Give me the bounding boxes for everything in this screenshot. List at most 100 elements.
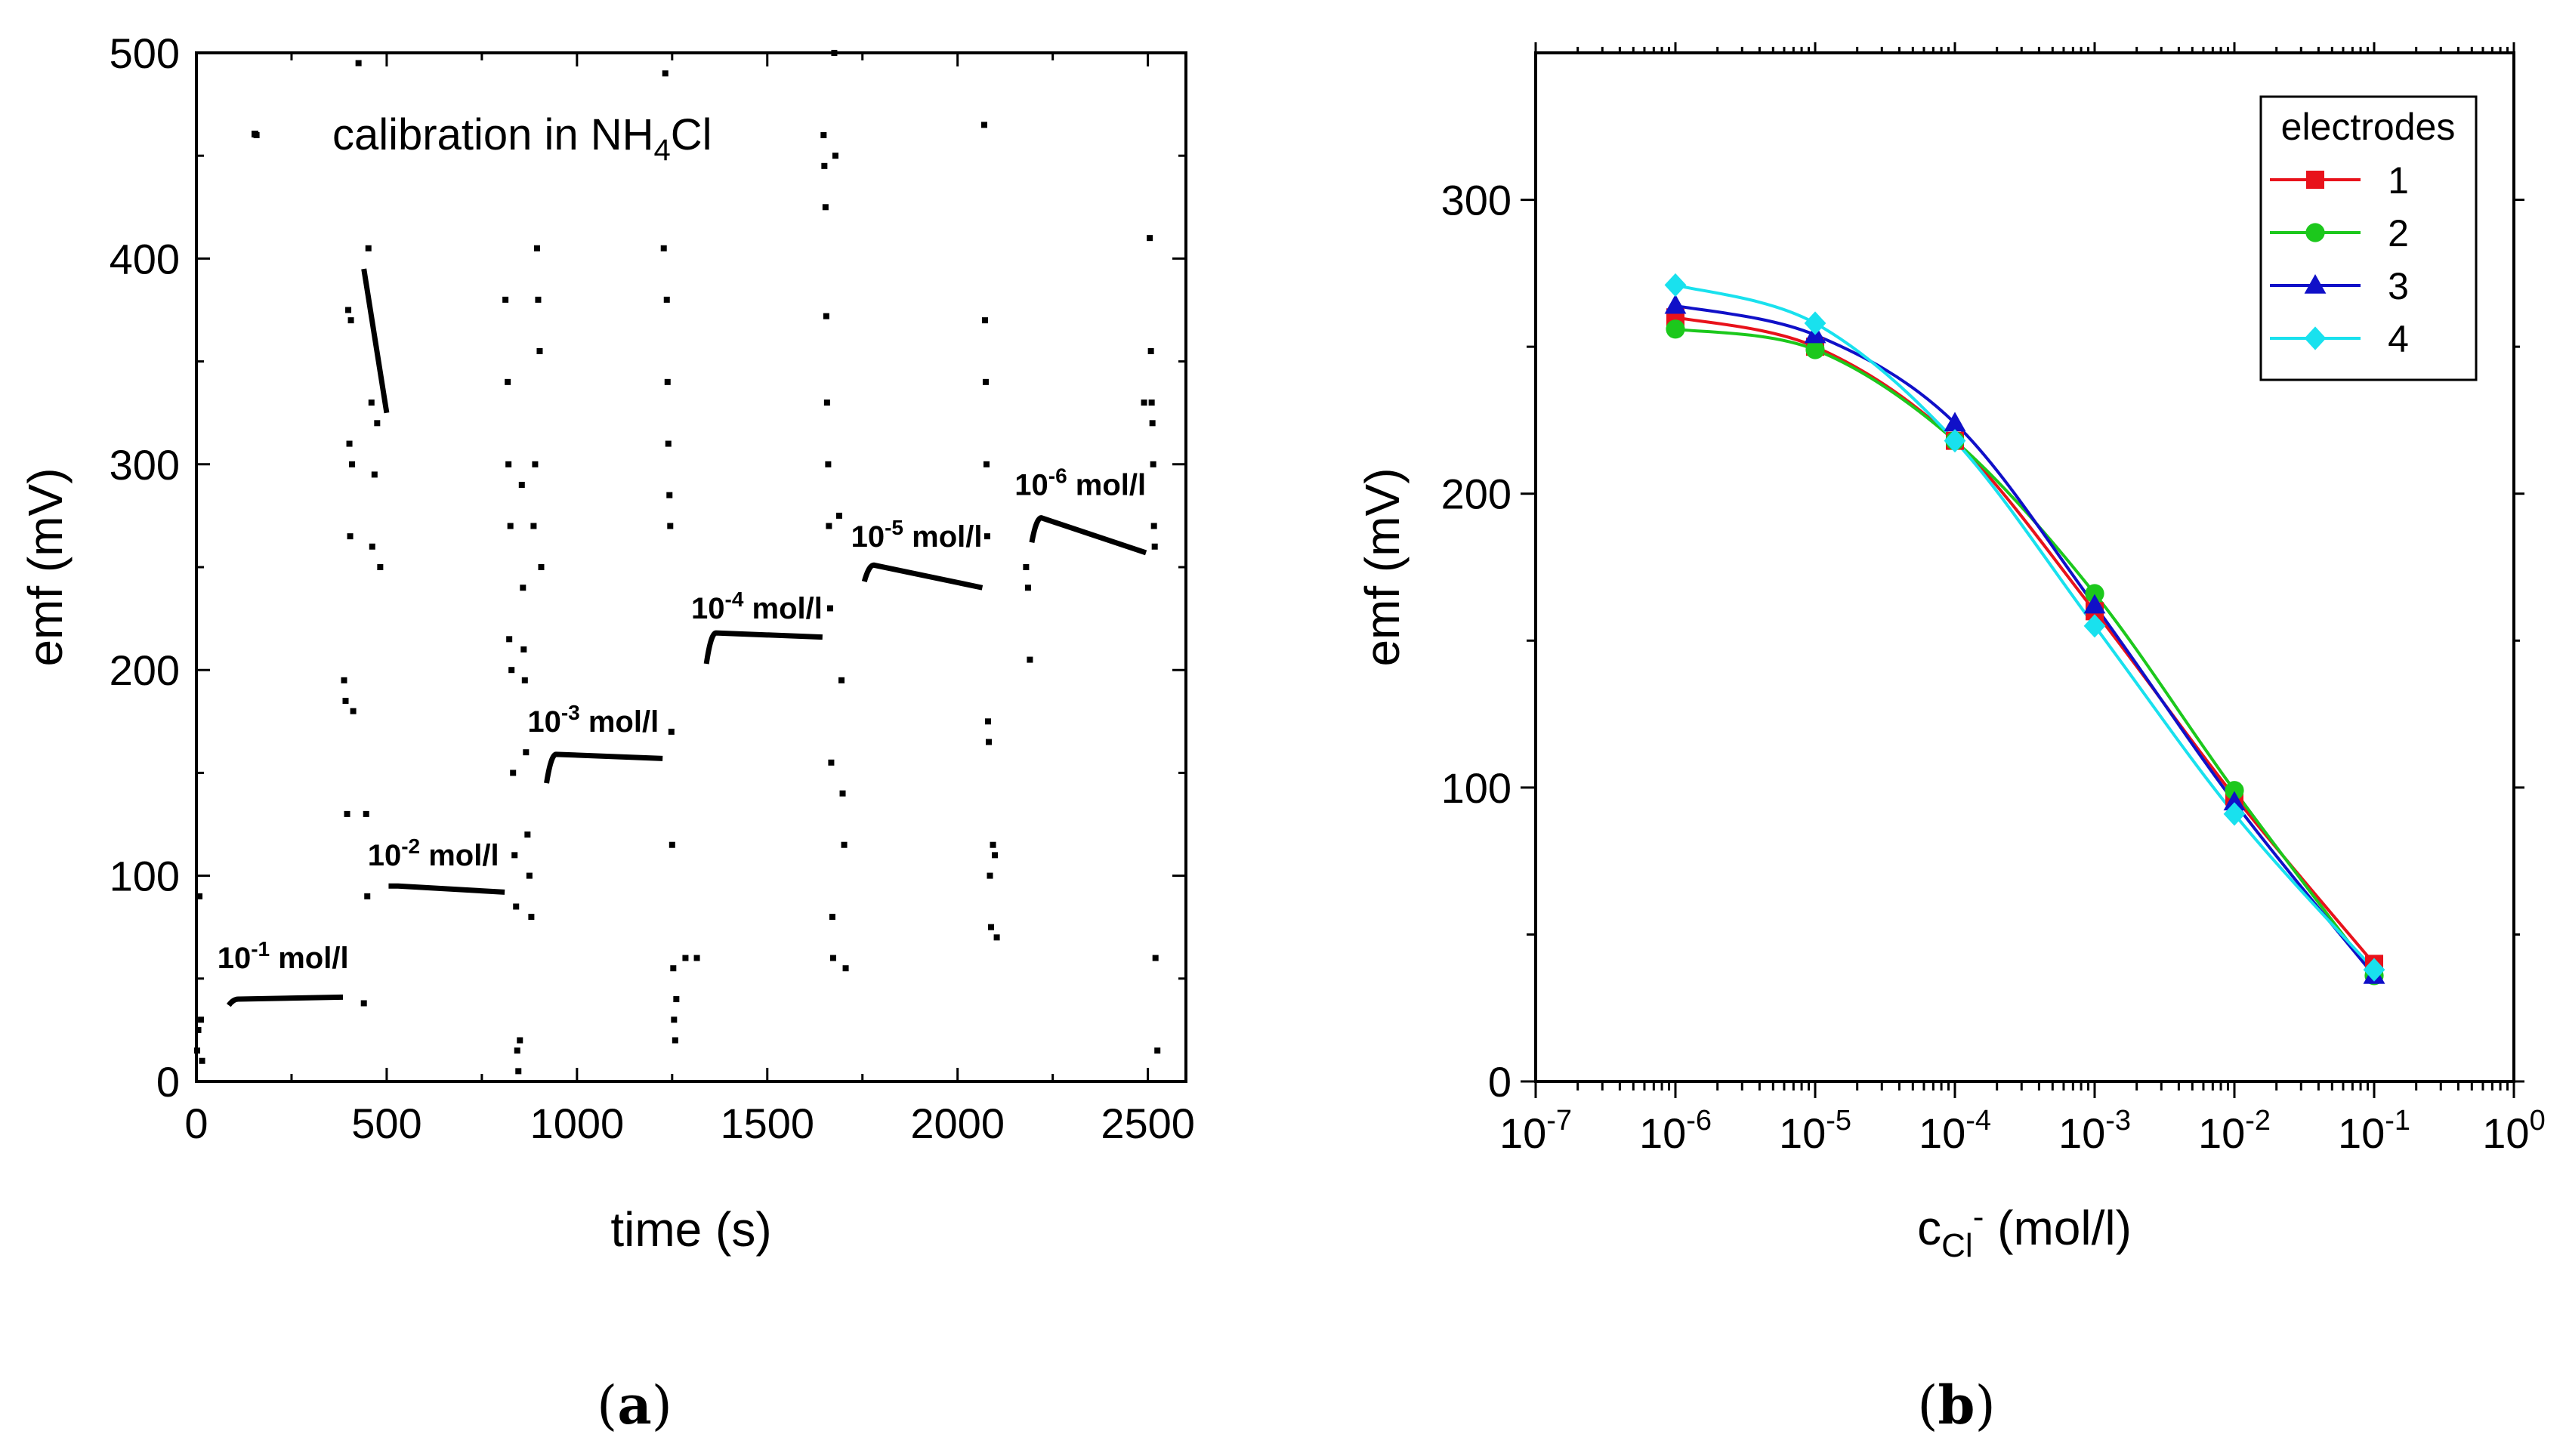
chart-a-plateau — [861, 562, 983, 591]
chart-b-point-4 — [1664, 273, 1687, 298]
chart-a-point — [520, 646, 527, 652]
chart-b-series-line-4 — [1675, 283, 2376, 971]
chart-a-point — [526, 872, 533, 879]
chart-b-point-4 — [1944, 429, 1966, 453]
chart-b-legend-marker-3 — [2304, 274, 2327, 294]
chart-b-point-3 — [1944, 412, 1966, 432]
chart-a-point — [199, 1057, 205, 1064]
chart-a-point — [345, 307, 352, 313]
chart-a: 0 500 1000 1500 2000 2500 0 100 200 300 400 500 10-… — [18, 29, 1195, 1436]
chart-a-point — [371, 471, 378, 478]
chart-b-xtick-label: 10-7 — [1499, 1105, 1572, 1157]
chart-a-point — [521, 677, 528, 683]
chart-a-point — [826, 523, 832, 529]
chart-a-point — [520, 585, 526, 591]
chart-a-point — [987, 872, 993, 879]
chart-b-series-line-3 — [1675, 304, 2376, 977]
chart-a-point — [1147, 347, 1154, 354]
chart-a-point — [342, 698, 349, 705]
chart-a-xtick-label: 2500 — [1101, 1100, 1195, 1147]
chart-b-point-3 — [1664, 294, 1687, 314]
chart-a-point — [1152, 955, 1159, 961]
chart-a-point — [982, 378, 989, 385]
chart-a-point — [826, 605, 833, 612]
chart-a-step-label: 10-1 mol/l — [218, 937, 349, 975]
chart-a-point — [663, 296, 670, 303]
chart-b-point-3 — [2083, 594, 2106, 614]
chart-a-point — [346, 440, 353, 447]
chart-a-point — [511, 852, 518, 859]
chart-b-legend-label-4: 4 — [2388, 318, 2409, 360]
chart-a-legend-marker — [252, 131, 258, 137]
chart-a-point — [985, 718, 991, 725]
chart-b-legend-marker-4 — [2304, 326, 2327, 350]
chart-a-point — [374, 420, 381, 427]
chart-a-point — [1150, 461, 1156, 467]
chart-a-point — [349, 461, 356, 467]
chart-a-point — [667, 523, 674, 529]
chart-b-xtick-label: 100 — [2482, 1105, 2545, 1157]
chart-a-point — [668, 728, 675, 735]
chart-a-point — [506, 636, 513, 643]
chart-a-point — [194, 1047, 201, 1054]
chart-a-point — [507, 523, 514, 529]
chart-a-point — [822, 204, 829, 211]
chart-a-point — [368, 399, 375, 406]
chart-a-point — [198, 1016, 205, 1023]
chart-a-point — [988, 924, 995, 930]
chart-a-point — [841, 841, 848, 848]
chart-a-point — [505, 461, 512, 467]
chart-b-ytick-label: 200 — [1441, 470, 1512, 518]
chart-a-ytick-label: 0 — [156, 1058, 180, 1106]
chart-a-point — [513, 903, 520, 910]
chart-a-point — [823, 399, 830, 406]
chart-b-xtick-label: 10-1 — [2338, 1105, 2410, 1157]
chart-a-point — [986, 739, 993, 745]
chart-a-point — [1154, 1047, 1161, 1054]
chart-a-point — [1150, 523, 1157, 529]
chart-a-point — [1147, 235, 1153, 242]
chart-a-point — [341, 677, 347, 683]
chart-a-point — [350, 708, 357, 714]
chart-a-xlabel: time (s) — [610, 1202, 771, 1257]
chart-a-point — [682, 955, 689, 961]
chart-a-point — [666, 492, 673, 498]
chart-a-point — [829, 955, 836, 961]
chart-a-point — [821, 162, 828, 169]
chart-a-ytick-label: 400 — [110, 235, 180, 282]
chart-a-ytick-label: 500 — [110, 29, 180, 77]
chart-a-point — [508, 667, 515, 674]
chart-a-point — [664, 378, 671, 385]
chart-a-point — [365, 245, 372, 251]
chart-a-xtick-label: 2000 — [910, 1100, 1005, 1147]
chart-b-legend-box — [2259, 95, 2478, 381]
chart-a-point — [355, 60, 362, 66]
chart-a-point — [344, 810, 350, 817]
chart-a-point — [672, 1037, 678, 1044]
chart-a-point — [665, 440, 672, 447]
chart-a-xtick-label: 500 — [351, 1100, 421, 1147]
chart-a-point — [1141, 399, 1147, 406]
chart-a-point — [535, 296, 542, 303]
chart-b-point-4 — [2083, 614, 2106, 638]
chart-b-ytick-label: 100 — [1441, 764, 1512, 812]
chart-a-point — [530, 523, 537, 529]
chart-a-point — [662, 70, 669, 77]
chart-a-point — [1027, 656, 1033, 663]
chart-a-frame — [195, 51, 1187, 1083]
chart-b-point-4 — [2363, 958, 2385, 982]
chart-a-point — [673, 996, 680, 1003]
chart-a-point — [990, 841, 996, 848]
chart-a-point — [831, 50, 838, 56]
chart-a-step-label: 10-2 mol/l — [368, 834, 499, 872]
chart-b-xtick-label: 10-4 — [1919, 1105, 1991, 1157]
chart-b-legend: electrodes 1 2 3 4 — [2259, 95, 2478, 381]
chart-a-point — [518, 482, 525, 489]
chart-a-plateau — [227, 994, 344, 1007]
chart-a-point — [360, 1000, 367, 1007]
chart-a-point — [1023, 564, 1030, 570]
chart-a-transient — [361, 268, 390, 414]
chart-a-point — [980, 122, 987, 128]
chart-a-ytick-label: 300 — [110, 441, 180, 489]
chart-a-point — [983, 461, 990, 467]
